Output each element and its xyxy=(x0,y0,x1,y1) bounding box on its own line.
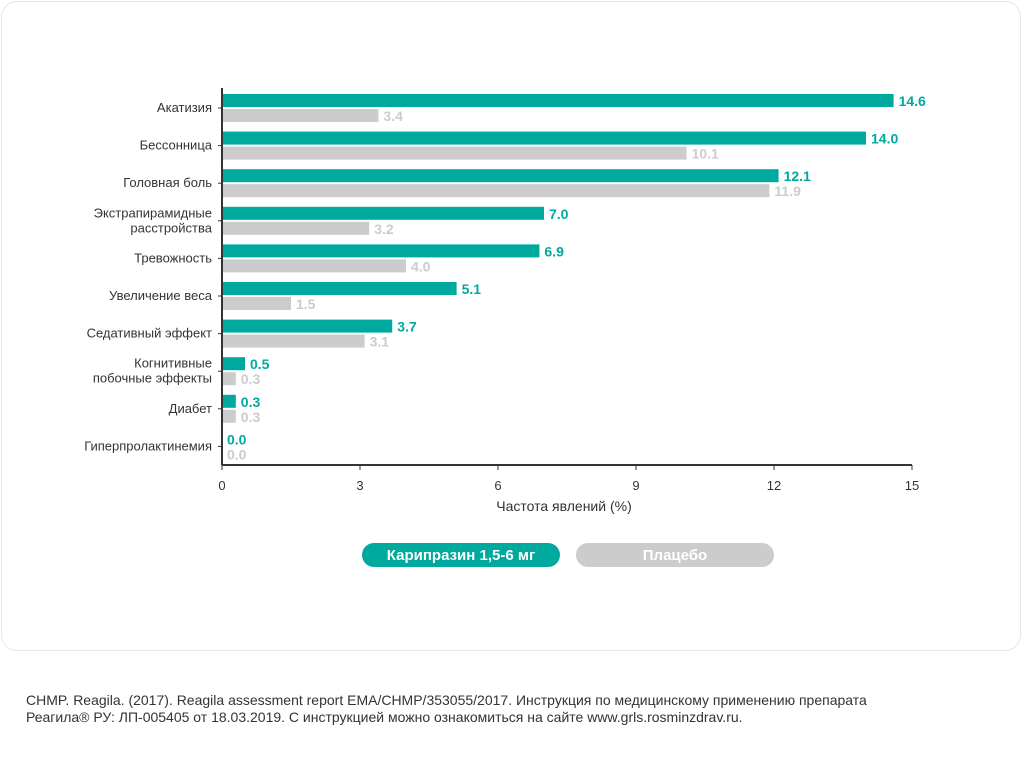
data-label-cariprazine: 0.0 xyxy=(227,431,247,447)
bar-placebo xyxy=(222,259,406,273)
category-label: Бессонница xyxy=(140,138,213,153)
x-tick-label: 9 xyxy=(632,478,639,493)
footnote-line: Реагила® РУ: ЛП-005405 от 18.03.2019. С … xyxy=(26,709,743,725)
category-label: Седативный эффект xyxy=(87,326,212,341)
x-tick-label: 12 xyxy=(767,478,781,493)
data-label-cariprazine: 14.6 xyxy=(899,93,926,109)
legend-item-placebo: Плацебо xyxy=(576,543,774,567)
data-label-placebo: 0.3 xyxy=(241,409,261,425)
bar-placebo xyxy=(222,184,770,198)
bar-cariprazine xyxy=(222,169,779,183)
bar-cariprazine xyxy=(222,394,236,408)
data-label-cariprazine: 7.0 xyxy=(549,206,569,222)
category-label: Когнитивные побочные эффекты xyxy=(93,356,212,386)
data-label-cariprazine: 14.0 xyxy=(871,131,898,147)
data-label-cariprazine: 0.5 xyxy=(250,356,270,372)
category-label: Экстрапирамидные расстройства xyxy=(94,205,213,235)
category-label: Гиперпролактинемия xyxy=(84,438,212,453)
bar-placebo xyxy=(222,409,236,423)
data-label-placebo: 1.5 xyxy=(296,296,316,312)
bar-cariprazine xyxy=(222,206,544,220)
bar-placebo xyxy=(222,334,365,348)
data-label-cariprazine: 5.1 xyxy=(462,281,482,297)
data-label-cariprazine: 0.3 xyxy=(241,394,261,410)
bar-placebo xyxy=(222,221,370,235)
data-label-cariprazine: 3.7 xyxy=(397,319,417,335)
x-tick-label: 15 xyxy=(905,478,919,493)
data-label-placebo: 3.4 xyxy=(383,108,403,124)
data-label-placebo: 4.0 xyxy=(411,258,431,274)
bar-cariprazine xyxy=(222,319,393,333)
x-axis-title: Частота явлений (%) xyxy=(496,498,631,514)
x-tick-label: 0 xyxy=(218,478,225,493)
data-label-placebo: 11.9 xyxy=(774,183,801,199)
category-label: Диабет xyxy=(169,401,212,416)
data-label-cariprazine: 12.1 xyxy=(784,168,811,184)
footnote-line: CHMP. Reagila. (2017). Reagila assessmen… xyxy=(26,692,867,708)
legend-item-cariprazine: Карипразин 1,5-6 мг xyxy=(362,543,560,567)
data-label-placebo: 3.2 xyxy=(374,221,394,237)
bar-placebo xyxy=(222,109,379,122)
category-label: Головная боль xyxy=(123,175,212,190)
chart-card xyxy=(1,1,1021,651)
bar-placebo xyxy=(222,146,687,160)
bars-layer xyxy=(222,94,894,423)
bar-cariprazine xyxy=(222,282,457,295)
data-label-placebo: 0.0 xyxy=(227,446,247,462)
data-label-cariprazine: 6.9 xyxy=(544,243,564,259)
bar-placebo xyxy=(222,372,236,386)
labels-layer: 14.6 3.4 Акатизия 14.0 10.1 Бессонница 12.111.… xyxy=(84,93,926,462)
x-tick-label: 6 xyxy=(494,478,501,493)
data-label-placebo: 0.3 xyxy=(241,371,261,387)
axis-layer: 0 3 6 9 12 15 xyxy=(218,88,919,493)
x-tick-label: 3 xyxy=(356,478,363,493)
bar-cariprazine xyxy=(222,94,894,107)
category-label: Акатизия xyxy=(157,100,212,115)
bar-cariprazine xyxy=(222,244,540,258)
data-label-placebo: 10.1 xyxy=(692,146,719,162)
bar-cariprazine xyxy=(222,131,866,145)
bar-cariprazine xyxy=(222,357,245,371)
bar-placebo xyxy=(222,297,291,310)
category-label: Тревожность xyxy=(134,250,212,265)
data-label-placebo: 3.1 xyxy=(370,334,390,350)
category-label: Увеличение веса xyxy=(109,288,213,303)
bar-chart: 14.6 3.4 Акатизия 14.0 10.1 Бессонница 12.111.… xyxy=(84,88,926,514)
footnote: CHMP. Reagila. (2017). Reagila assessmen… xyxy=(26,692,986,726)
